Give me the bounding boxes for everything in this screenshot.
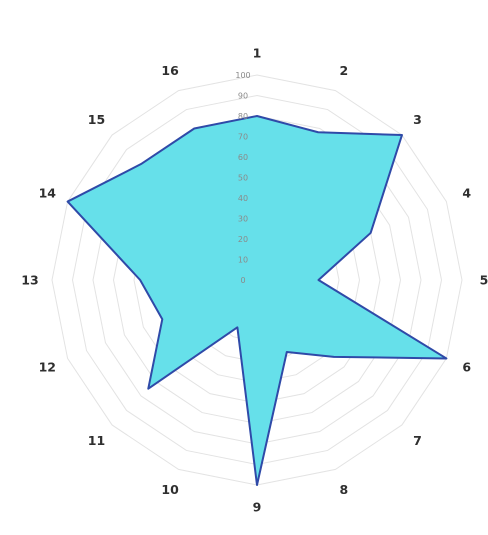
category-label: 4 — [462, 186, 471, 201]
category-label: 6 — [462, 359, 471, 374]
radar-series — [66, 115, 448, 486]
category-label: 15 — [88, 112, 105, 127]
category-label: 7 — [413, 433, 422, 448]
tick-label: 30 — [238, 215, 248, 224]
category-label: 11 — [88, 433, 105, 448]
category-label: 13 — [21, 273, 38, 288]
tick-label: 20 — [238, 235, 248, 244]
category-label: 5 — [480, 273, 488, 288]
tick-label: 0 — [240, 276, 245, 285]
series-area-0 — [66, 115, 448, 486]
category-label: 3 — [413, 112, 422, 127]
tick-label: 90 — [238, 92, 248, 101]
tick-label: 80 — [238, 112, 248, 121]
radial-tick-labels: 0 10 20 30 40 50 60 70 80 90 100 — [235, 71, 250, 285]
tick-label: 100 — [235, 71, 250, 80]
tick-label: 40 — [238, 194, 248, 203]
tick-label: 50 — [238, 174, 248, 183]
category-label: 8 — [340, 482, 349, 497]
tick-label: 10 — [238, 256, 248, 265]
tick-label: 70 — [238, 133, 248, 142]
category-label: 2 — [340, 63, 349, 78]
category-label: 14 — [39, 186, 57, 201]
category-label: 16 — [161, 63, 179, 78]
tick-label: 60 — [238, 153, 248, 162]
category-label: 10 — [161, 482, 179, 497]
category-label: 9 — [253, 500, 262, 515]
category-label: 1 — [253, 46, 262, 61]
category-label: 12 — [39, 359, 56, 374]
